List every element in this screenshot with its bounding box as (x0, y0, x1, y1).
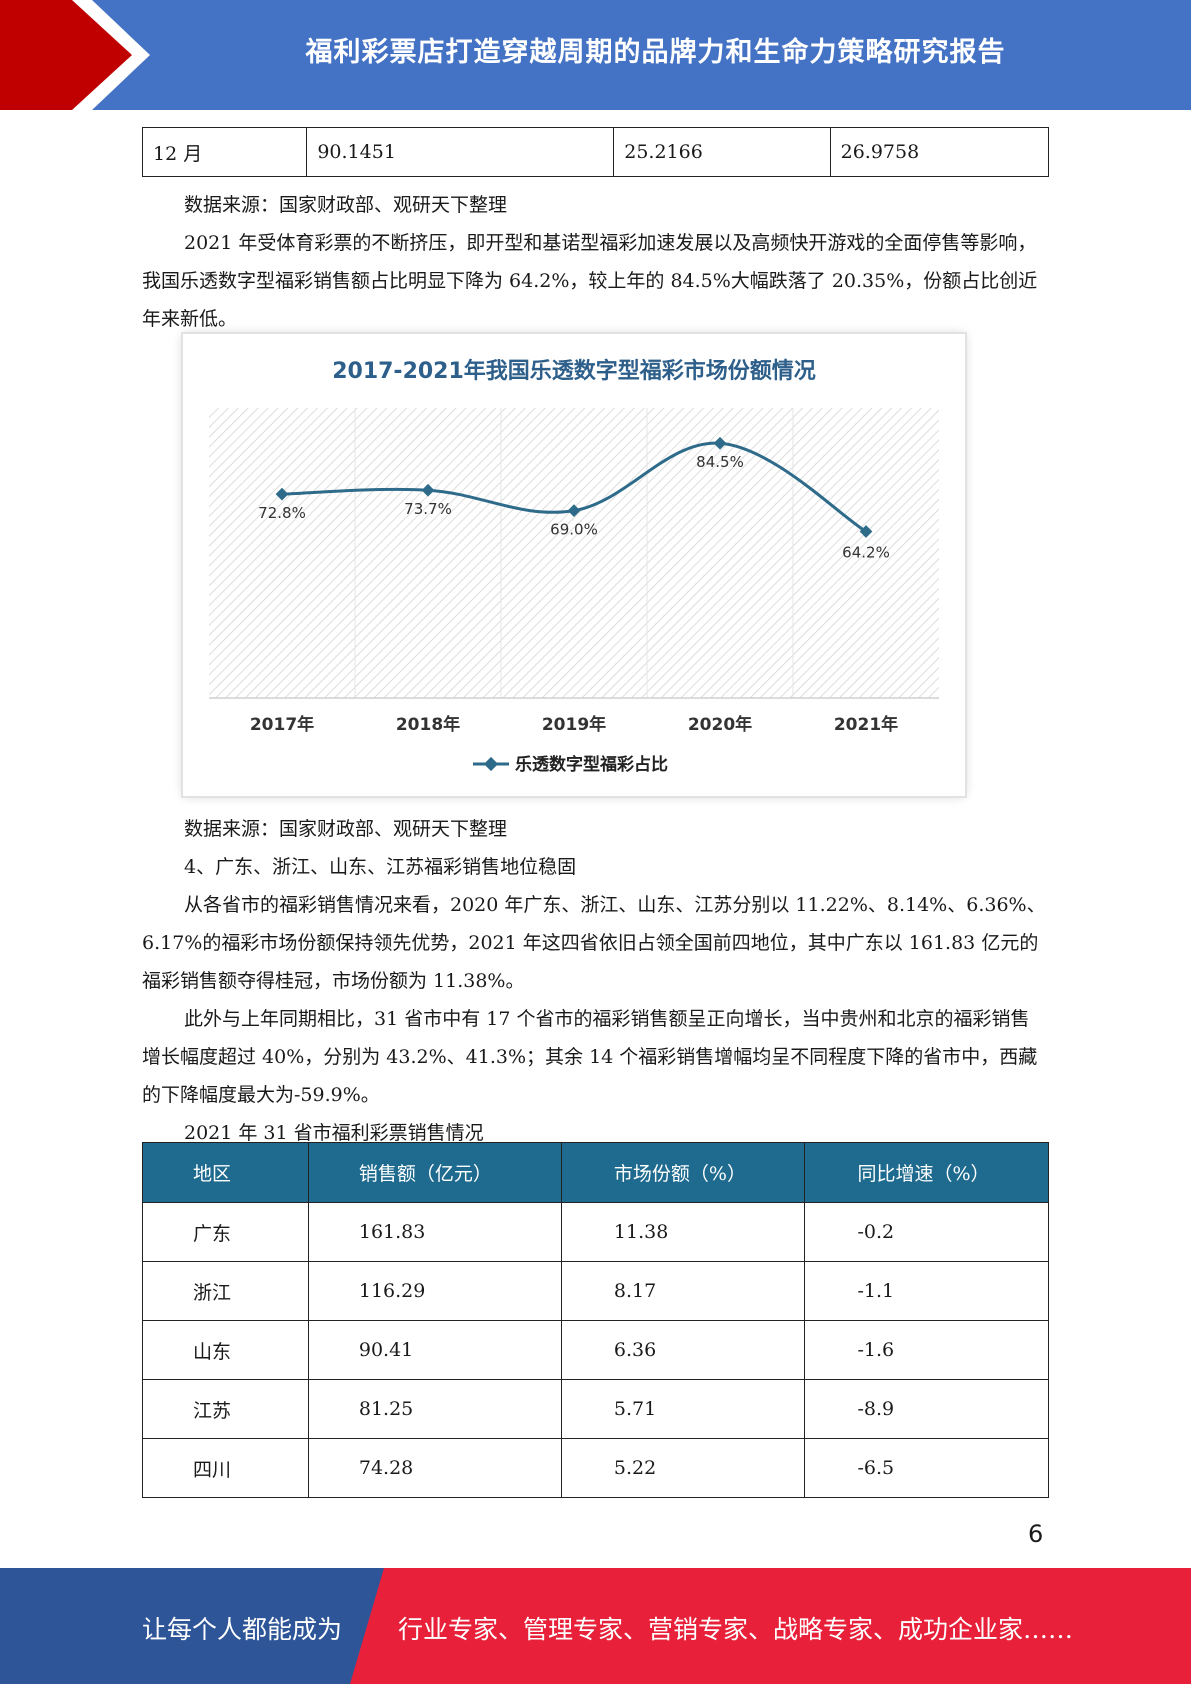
table-row: 广东 161.83 11.38 -0.2 (142, 1202, 1049, 1262)
x-tick-label: 2021年 (834, 714, 898, 735)
table-cell: -6.5 (804, 1438, 1049, 1498)
table-cell: 25.2166 (613, 127, 831, 177)
column-header: 销售额（亿元） (307, 1142, 562, 1203)
data-label: 84.5% (696, 453, 744, 471)
x-tick-label: 2018年 (396, 714, 460, 735)
table-row: 山东 90.41 6.36 -1.6 (142, 1320, 1049, 1380)
data-label: 64.2% (842, 544, 890, 562)
table-cell: 6.36 (560, 1320, 806, 1380)
table-cell: 8.17 (560, 1261, 806, 1321)
data-label: 72.8% (258, 504, 306, 522)
table-cell: 26.9758 (829, 127, 1050, 177)
page-footer: 让每个人都能成为 行业专家、管理专家、营销专家、战略专家、成功企业家…… (0, 1568, 1191, 1684)
table-cell: 浙江 (142, 1261, 309, 1321)
table-row: 浙江 116.29 8.17 -1.1 (142, 1261, 1049, 1321)
province-sales-table: 地区 销售额（亿元） 市场份额（%） 同比增速（%） 广东 161.83 11.… (142, 1142, 1049, 1498)
footer-background (0, 1568, 1191, 1684)
data-point (275, 487, 289, 501)
footer-slogan-right: 行业专家、管理专家、营销专家、战略专家、成功企业家…… (398, 1615, 1074, 1644)
table-cell: 11.38 (560, 1202, 806, 1262)
section-heading: 4、广东、浙江、山东、江苏福彩销售地位稳固 (184, 856, 577, 878)
table-cell: 90.41 (307, 1320, 562, 1380)
table-cell: -1.1 (804, 1261, 1049, 1321)
x-tick-label: 2017年 (250, 714, 314, 735)
x-tick-label: 2020年 (688, 714, 752, 735)
table-cell: 81.25 (307, 1379, 562, 1439)
table-cell: 四川 (142, 1438, 309, 1498)
table-cell: -1.6 (804, 1320, 1049, 1380)
paragraph: 此外与上年同期相比，31 省市中有 17 个省市的福彩销售额呈正向增长，当中贵州… (142, 1008, 1038, 1106)
legend-label: 乐透数字型福彩占比 (515, 754, 668, 775)
table-header-row: 地区 销售额（亿元） 市场份额（%） 同比增速（%） (142, 1142, 1049, 1203)
table-cell: 116.29 (307, 1261, 562, 1321)
x-tick-label: 2019年 (542, 714, 606, 735)
data-label: 73.7% (404, 500, 452, 518)
table-row: 江苏 81.25 5.71 -8.9 (142, 1379, 1049, 1439)
table-cell: -0.2 (804, 1202, 1049, 1262)
page-header: 福利彩票店打造穿越周期的品牌力和生命力策略研究报告 (0, 0, 1191, 110)
page-number: 6 (1028, 1520, 1044, 1548)
table-cell: 广东 (142, 1202, 309, 1262)
table-cell: 5.22 (560, 1438, 806, 1498)
table-cell: 74.28 (307, 1438, 562, 1498)
table-caption: 2021 年 31 省市福利彩票销售情况 (184, 1122, 484, 1144)
monthly-table-fragment: 12 月 90.1451 25.2166 26.9758 (141, 127, 1050, 177)
header-arrow-decoration (0, 0, 150, 110)
vertical-gridlines (354, 408, 794, 698)
table-cell: 山东 (142, 1320, 309, 1380)
table-cell: 90.1451 (306, 127, 615, 177)
line-chart-svg: 2017-2021年我国乐透数字型福彩市场份额情况 72.8% 73.7% 69.0… (209, 358, 939, 775)
table-cell: -8.9 (804, 1379, 1049, 1439)
header-title: 福利彩票店打造穿越周期的品牌力和生命力策略研究报告 (305, 37, 1006, 68)
table-row: 12 月 90.1451 25.2166 26.9758 (141, 127, 1050, 177)
column-header: 市场份额（%） (560, 1142, 806, 1203)
footer-slogan-left: 让每个人都能成为 (142, 1615, 343, 1644)
table-row: 四川 74.28 5.22 -6.5 (142, 1438, 1049, 1498)
table-cell: 5.71 (560, 1379, 806, 1439)
table-cell: 江苏 (142, 1379, 309, 1439)
data-source-note: 数据来源：国家财政部、观研天下整理 (184, 818, 508, 840)
column-header: 同比增速（%） (804, 1142, 1049, 1203)
line-chart: 2017-2021年我国乐透数字型福彩市场份额情况 72.8% 73.7% 69.0… (183, 334, 965, 796)
paragraph: 从各省市的福彩销售情况来看，2020 年广东、浙江、山东、江苏分别以 11.22… (142, 894, 1046, 992)
plot-area (209, 408, 939, 698)
paragraph: 2021 年受体育彩票的不断挤压，即开型和基诺型福彩加速发展以及高频快开游戏的全… (142, 232, 1038, 330)
chart-title: 2017-2021年我国乐透数字型福彩市场份额情况 (332, 358, 816, 384)
column-header: 地区 (142, 1142, 309, 1203)
table-cell: 12 月 (141, 127, 308, 177)
table-cell: 161.83 (307, 1202, 562, 1262)
data-point (421, 483, 435, 497)
data-label: 69.0% (550, 521, 598, 539)
legend-swatch-marker (483, 756, 499, 772)
data-source-note: 数据来源：国家财政部、观研天下整理 (184, 194, 508, 216)
